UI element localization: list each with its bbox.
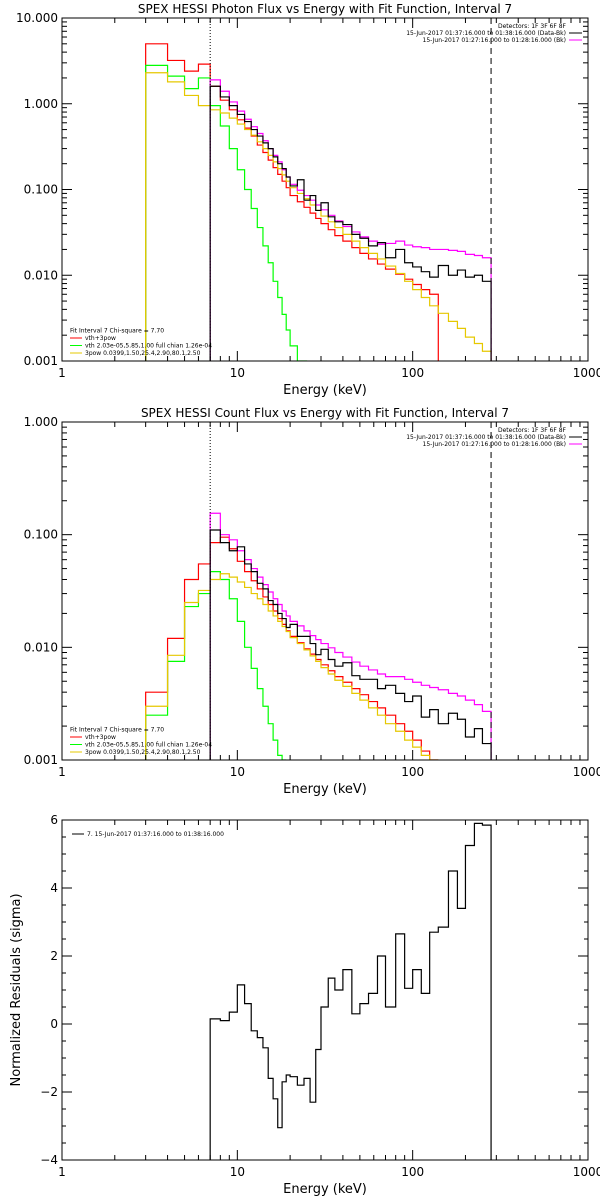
chart-2: SPEX HESSI Count Flux vs Energy with Fit…	[24, 406, 600, 797]
legend-entry-label: 15-Jun-2017 01:37:16.000 to 01:38:16.000…	[406, 434, 566, 441]
legend-entry-label: 15-Jun-2017 01:27:16.000 to 01:28:16.000…	[423, 37, 566, 44]
plot-frame	[61, 17, 589, 362]
x-tick-label: 10	[230, 765, 245, 779]
legend-top: 7. 15-Jun-2017 01:37:16.000 to 01:38:16.…	[72, 831, 224, 838]
y-tick-label: 0.010	[24, 640, 58, 654]
plot-frame	[61, 819, 589, 1161]
series-line-5	[209, 529, 492, 760]
y-tick-label: 4	[50, 881, 58, 895]
series-line-2	[145, 64, 308, 361]
legend-entry-label: 15-Jun-2017 01:37:16.000 to 01:38:16.000…	[406, 30, 566, 37]
series-line-3	[145, 573, 439, 760]
x-tick-label: 1	[58, 366, 66, 380]
legend-entry-label: 15-Jun-2017 01:27:16.000 to 01:28:16.000…	[423, 441, 566, 448]
legend-bottom: Fit Interval 7 Chi-square = 7.70vth+3pow…	[70, 328, 212, 357]
plot-area	[145, 512, 492, 760]
legend-entry-label: 7. 15-Jun-2017 01:37:16.000 to 01:38:16.…	[87, 831, 224, 838]
y-tick-label: 0.100	[24, 183, 58, 197]
legend-bottom: Fit Interval 7 Chi-square = 7.70vth+3pow…	[70, 727, 212, 756]
x-tick-label: 10	[230, 366, 245, 380]
x-axis-label: Energy (keV)	[283, 383, 367, 398]
x-tick-label: 1000	[573, 1165, 600, 1179]
series-line-2	[145, 571, 287, 760]
chart-1: SPEX HESSI Photon Flux vs Energy with Fi…	[16, 2, 600, 398]
series-line-1	[145, 43, 439, 361]
plot-area	[209, 822, 492, 1160]
y-tick-label: 0.001	[24, 354, 58, 368]
y-tick-label: −4	[40, 1153, 58, 1167]
plot-area	[145, 43, 492, 361]
y-tick-label: −2	[40, 1085, 58, 1099]
legend-entry-label: vth+3pow	[85, 335, 116, 342]
legend-entry-label: vth+3pow	[85, 734, 116, 741]
plot-frame	[61, 421, 589, 761]
x-tick-label: 1000	[573, 765, 600, 779]
legend-header: Fit Interval 7 Chi-square = 7.70	[70, 328, 164, 335]
legend-entry-label: 3pow 0.0399,1.50,25.4,2.90,80.1,2.50	[85, 350, 201, 357]
legend-header: Detectors: 1F 3F 6F 8F	[498, 427, 567, 434]
x-tick-label: 1	[58, 765, 66, 779]
x-tick-label: 100	[401, 1165, 424, 1179]
y-axis-label: Normalized Residuals (sigma)	[9, 893, 24, 1086]
y-tick-label: 1.000	[24, 97, 58, 111]
y-tick-label: 0.010	[24, 268, 58, 282]
x-axis-label: Energy (keV)	[283, 782, 367, 797]
series-line-5	[209, 85, 492, 361]
x-axis-label: Energy (keV)	[283, 1182, 367, 1197]
x-tick-label: 100	[401, 765, 424, 779]
y-tick-label: 0.001	[24, 753, 58, 767]
legend-entry-label: 3pow 0.0399,1.50,25.4,2.90,80.1,2.50	[85, 749, 201, 756]
series-line-1	[145, 536, 439, 760]
chart-title: SPEX HESSI Photon Flux vs Energy with Fi…	[138, 2, 512, 16]
y-tick-label: 0.100	[24, 528, 58, 542]
legend-header: Detectors: 1F 3F 6F 8F	[498, 23, 567, 30]
x-tick-label: 10	[230, 1165, 245, 1179]
series-line-3	[145, 72, 492, 361]
y-tick-label: 10.000	[16, 11, 58, 25]
y-tick-label: 6	[50, 813, 58, 827]
legend-entry-label: vth 2.03e-05,5.85,1.00 full chian 1.26e-…	[85, 742, 212, 749]
x-tick-label: 1000	[573, 366, 600, 380]
chart-title: SPEX HESSI Count Flux vs Energy with Fit…	[141, 406, 509, 420]
legend-header: Fit Interval 7 Chi-square = 7.70	[70, 727, 164, 734]
y-tick-label: 0	[50, 1017, 58, 1031]
series-line-1	[209, 822, 492, 1160]
y-tick-label: 2	[50, 949, 58, 963]
y-tick-label: 1.000	[24, 415, 58, 429]
chart-3: 1 10 100 1000 −4 −2 0 2 4 6 Energy (keV) Normalized…	[9, 813, 600, 1197]
x-tick-label: 100	[401, 366, 424, 380]
legend-entry-label: vth 2.03e-05,5.85,1.00 full chian 1.26e-…	[85, 343, 212, 350]
x-tick-label: 1	[58, 1165, 66, 1179]
